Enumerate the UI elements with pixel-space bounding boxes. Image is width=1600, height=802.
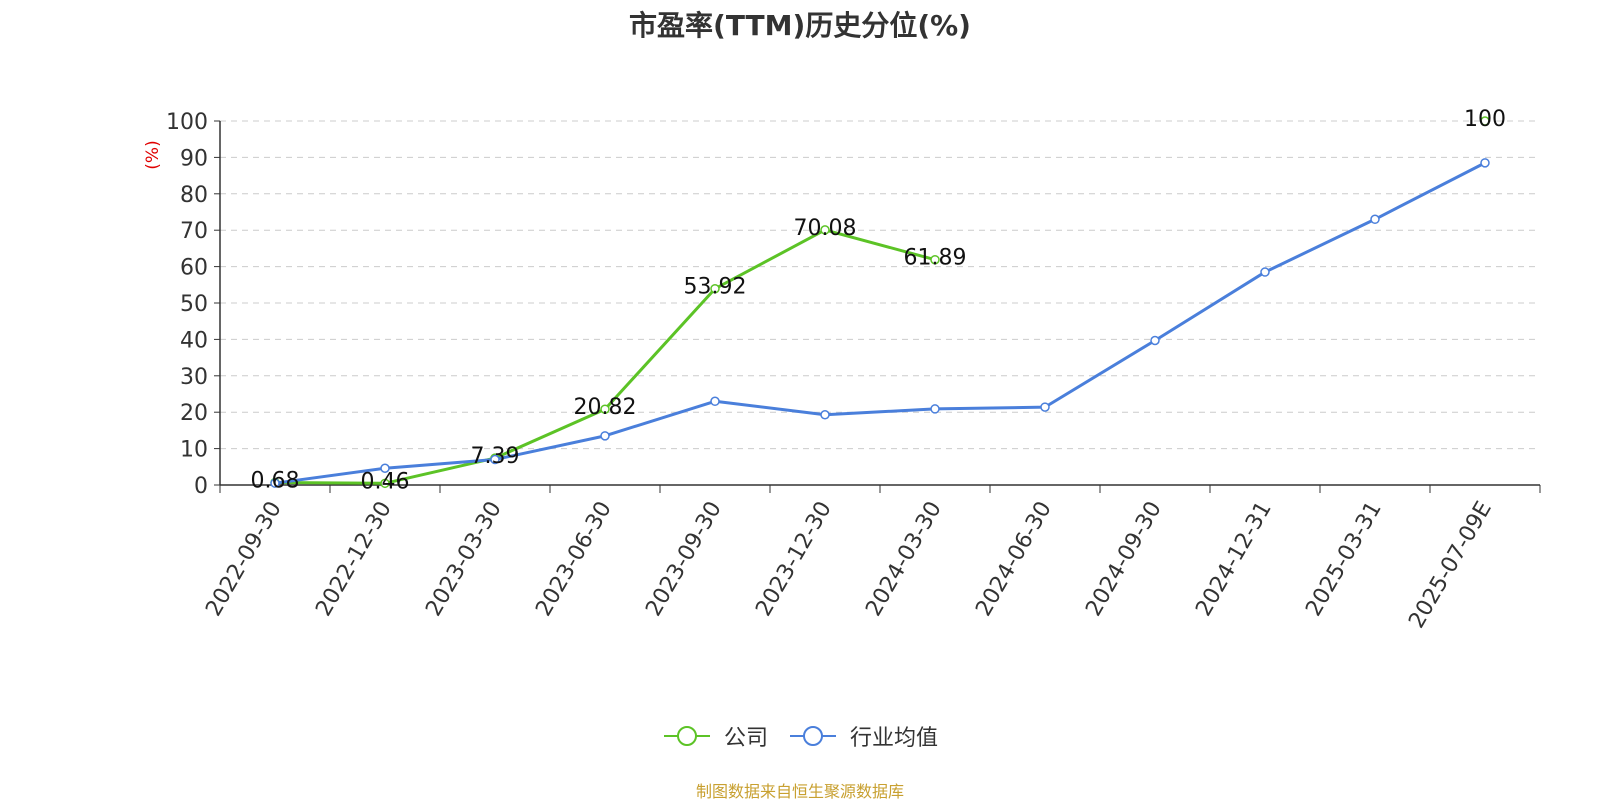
axes: 0 10 20 30 40 50 60 70 80 90 100 2022-09-30 2022-12-… (166, 110, 1541, 633)
x-tick-label: 2023-12-30 (751, 497, 837, 620)
data-point (1480, 116, 1490, 126)
data-point (710, 283, 720, 294)
legend-marker-industry-icon (790, 726, 836, 746)
x-tick-label: 2023-09-30 (641, 497, 727, 620)
data-labels: 0.68 0.46 7.39 20.82 53.92 70.08 61.89 100 (251, 107, 1506, 494)
y-tick-label: 60 (180, 256, 208, 281)
y-tick-label: 40 (180, 328, 208, 353)
data-point (380, 463, 390, 474)
legend-label-industry: 行业均值 (850, 726, 939, 751)
legend-label-company: 公司 (723, 726, 768, 751)
chart-title: 市盈率(TTM)历史分位(%) (629, 9, 971, 42)
x-tick-label: 2025-03-31 (1301, 497, 1387, 620)
series-lines (270, 116, 1490, 489)
y-tick-label: 10 (180, 438, 208, 463)
legend: 公司 行业均值 (0, 720, 1600, 752)
data-point (380, 478, 390, 489)
y-tick-label: 0 (194, 474, 208, 499)
y-tick-label: 20 (180, 401, 208, 426)
data-label: 53.92 (684, 275, 747, 300)
y-tick-label: 90 (180, 146, 208, 171)
x-tick-label: 2024-09-30 (1081, 497, 1167, 620)
data-point (710, 396, 720, 407)
x-tick-label: 2024-06-30 (971, 497, 1057, 620)
data-label: 70.08 (794, 216, 857, 241)
x-tick-label: 2022-12-30 (311, 497, 397, 620)
data-point (490, 454, 500, 465)
legend-item-company[interactable]: 公司 (662, 720, 768, 752)
y-tick-label: 70 (180, 219, 208, 244)
y-tick-label: 50 (180, 292, 208, 317)
data-point (270, 478, 280, 488)
series-line-0 (274, 228, 936, 485)
x-tick-label: 2023-03-30 (421, 497, 507, 620)
y-axis-label: (%) (143, 140, 163, 169)
data-label: 7.39 (471, 444, 520, 469)
data-label: 100 (1464, 107, 1506, 132)
data-label: 20.82 (574, 395, 637, 420)
data-point (1150, 335, 1160, 346)
source-note: 制图数据来自恒生聚源数据库 (695, 782, 904, 801)
legend-item-industry[interactable]: 行业均值 (788, 720, 938, 752)
data-label: 0.68 (251, 469, 300, 494)
data-point (820, 409, 830, 420)
grid-lines (220, 120, 1540, 450)
data-point (1260, 267, 1270, 277)
data-point (1040, 402, 1050, 412)
y-tick-label: 30 (180, 365, 208, 390)
data-point (820, 225, 830, 235)
data-point (600, 404, 610, 414)
data-point (930, 404, 940, 414)
y-tick-label: 80 (180, 183, 208, 208)
series-line-1 (274, 161, 1486, 485)
data-point (930, 254, 940, 265)
data-point (1370, 214, 1380, 225)
data-point (1480, 158, 1490, 168)
x-tick-label: 2023-06-30 (531, 497, 617, 620)
data-point (600, 431, 610, 441)
x-tick-label: 2022-09-30 (201, 497, 287, 620)
legend-marker-company-icon (663, 726, 710, 746)
data-label: 61.89 (904, 246, 967, 271)
y-tick-label: 100 (166, 110, 208, 135)
x-tick-label: 2024-03-30 (861, 497, 947, 620)
x-tick-label: 2024-12-31 (1191, 497, 1277, 620)
data-label: 0.46 (361, 469, 410, 494)
x-tick-label: 2025-07-09E (1404, 497, 1497, 632)
